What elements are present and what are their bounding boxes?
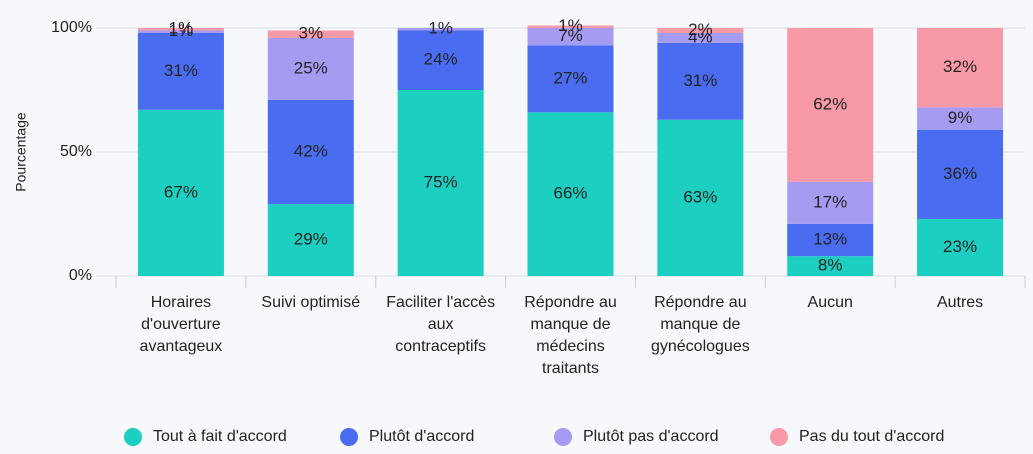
- bar-segment: [787, 223, 874, 257]
- y-tick-label: 100%: [51, 19, 92, 36]
- legend-marker: [770, 428, 788, 446]
- bar-segment: [917, 218, 1004, 276]
- data-label: 29%: [294, 230, 328, 249]
- data-label: 7%: [558, 26, 583, 45]
- bar-segment: [527, 28, 614, 46]
- data-label: 2%: [688, 20, 713, 39]
- data-label: 1%: [428, 19, 453, 38]
- data-label: 42%: [294, 141, 328, 160]
- data-label: 3%: [298, 24, 323, 43]
- x-tick-label: Aucun: [807, 294, 853, 311]
- bar-segment: [917, 28, 1004, 108]
- bar-segment: [137, 30, 224, 33]
- data-label: 9%: [948, 108, 973, 127]
- legend-label: Plutôt d'accord: [369, 428, 474, 445]
- data-label: 31%: [164, 61, 198, 80]
- bar-segment: [527, 112, 614, 276]
- bar-segment: [137, 28, 224, 31]
- data-label: 17%: [813, 192, 847, 211]
- data-label: 24%: [424, 50, 458, 69]
- x-tick-label: Suivi optimisé: [261, 294, 361, 311]
- bar-segment: [267, 99, 354, 205]
- data-label: 1%: [169, 21, 194, 40]
- data-label: 1%: [169, 19, 194, 38]
- y-tick-label: 50%: [60, 143, 92, 160]
- bar-segment: [137, 109, 224, 276]
- data-label: 25%: [294, 58, 328, 77]
- data-label: 36%: [943, 164, 977, 183]
- x-tick-label: Faciliter l'accès aux contraceptifs: [386, 294, 496, 355]
- bar-segment: [527, 25, 614, 28]
- data-label: 8%: [818, 256, 843, 275]
- data-label: 67%: [164, 182, 198, 201]
- bar-segment: [397, 30, 484, 90]
- bar-segment: [657, 119, 744, 276]
- legend-label: Pas du tout d'accord: [799, 428, 944, 445]
- x-tick-label: Autres: [936, 294, 984, 311]
- x-tick-label: Horaires d'ouverture avantageux: [139, 294, 223, 355]
- legend-marker: [554, 428, 572, 446]
- bar-segment: [657, 32, 744, 43]
- bar-segment: [787, 181, 874, 224]
- data-label: 31%: [683, 71, 717, 90]
- bar-segment: [787, 28, 874, 182]
- data-label: 27%: [553, 68, 587, 87]
- data-label: 13%: [813, 230, 847, 249]
- legend-marker: [124, 428, 142, 446]
- legend-label: Tout à fait d'accord: [153, 428, 287, 445]
- data-label: 1%: [558, 16, 583, 35]
- bar-segment: [397, 28, 484, 31]
- y-axis-label: Pourcentage: [13, 112, 29, 192]
- bar-segment: [267, 30, 354, 38]
- data-label: 62%: [813, 94, 847, 113]
- x-tick-label: Répondre au manque de médecins traitants: [524, 294, 617, 377]
- data-label: 23%: [943, 237, 977, 256]
- bar-segment: [787, 256, 874, 276]
- bar-segment: [527, 45, 614, 113]
- legend-marker: [340, 428, 358, 446]
- bar-segment: [267, 204, 354, 276]
- bar-segment: [137, 32, 224, 110]
- data-label: 75%: [424, 172, 458, 191]
- bar-segment: [657, 28, 744, 33]
- bar-segment: [917, 129, 1004, 219]
- data-label: 32%: [943, 57, 977, 76]
- data-label: 66%: [553, 184, 587, 203]
- bar-segment: [397, 90, 484, 276]
- x-tick-label: Répondre au manque de gynécologues: [650, 294, 750, 355]
- bar-segment: [917, 107, 1004, 130]
- y-tick-label: 0%: [69, 267, 92, 284]
- bar-segment: [657, 42, 744, 120]
- data-label: 63%: [683, 187, 717, 206]
- bar-segment: [267, 37, 354, 100]
- legend-label: Plutôt pas d'accord: [583, 428, 719, 445]
